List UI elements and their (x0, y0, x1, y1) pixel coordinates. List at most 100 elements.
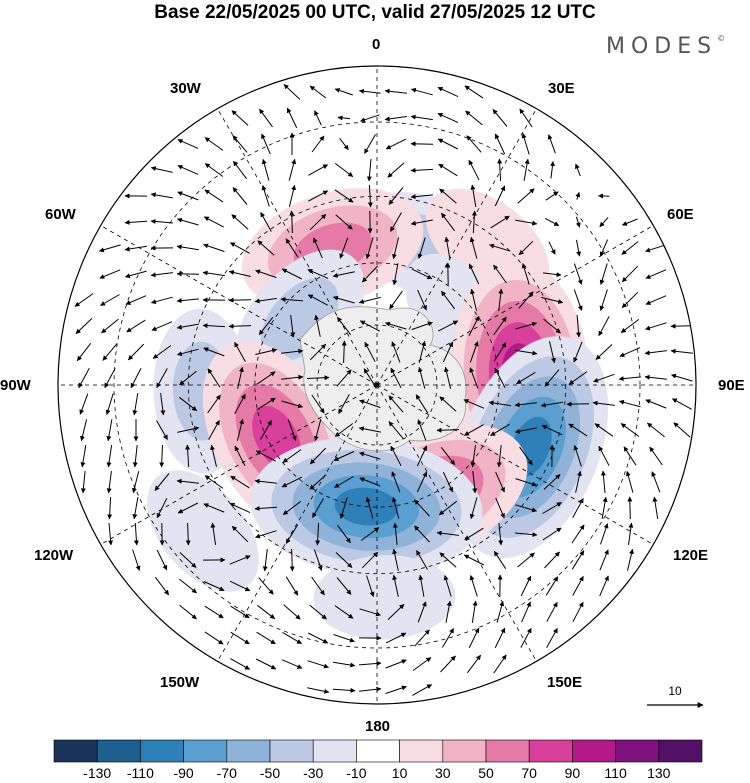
wind-vector (412, 657, 432, 671)
wind-vector (437, 320, 459, 332)
wind-vector (647, 422, 665, 438)
wind-vector (416, 445, 428, 467)
wind-vector (152, 345, 172, 359)
wind-vector (359, 608, 381, 617)
wind-vector (437, 138, 459, 150)
wind-vector (132, 497, 139, 520)
wind-vector (618, 376, 641, 382)
wind-vector (281, 374, 304, 380)
wind-vector (75, 318, 93, 334)
wind-vector (568, 371, 588, 385)
wind-vector (417, 289, 427, 311)
wind-vector (309, 604, 327, 620)
wind-vector (159, 444, 165, 468)
wind-vector (207, 368, 221, 388)
wind-vector (493, 316, 507, 336)
wind-vector (202, 323, 226, 329)
lon-label-30e: 30E (548, 80, 575, 97)
wind-vector (360, 114, 380, 123)
wind-vector (179, 370, 197, 386)
wind-vector (442, 471, 454, 493)
wind-vector (466, 654, 482, 674)
wind-vector (156, 420, 168, 440)
wind-vector (281, 476, 303, 488)
wind-vector (334, 88, 353, 96)
wind-vector (628, 522, 634, 545)
colorbar-segment (658, 739, 703, 763)
wind-vector (414, 499, 430, 517)
wind-vector (308, 164, 329, 176)
colorbar-segment (399, 739, 444, 763)
wind-vector (254, 505, 278, 511)
colorbar-segment (53, 739, 98, 763)
wind-vector (337, 115, 351, 121)
wind-vector (496, 445, 502, 468)
wind-vector (627, 548, 634, 571)
wind-vector (438, 500, 458, 516)
wind-vector (288, 158, 297, 181)
anomaly-contour-a13 (147, 470, 259, 592)
wind-vector (493, 264, 507, 284)
wind-vector (517, 552, 535, 568)
colorbar-segment (572, 739, 616, 763)
wind-vector (418, 340, 427, 363)
wind-vector (99, 269, 121, 279)
wind-vector (154, 576, 170, 596)
meridian-line (217, 108, 378, 386)
wind-vector (359, 477, 381, 487)
wind-vector (338, 394, 350, 415)
wind-vector (333, 451, 355, 461)
lon-label-180: 180 (365, 718, 391, 735)
wind-vector (593, 373, 615, 383)
wind-vector (358, 88, 381, 94)
wind-vector (176, 244, 199, 251)
wind-vector (391, 496, 400, 519)
wind-vector (599, 216, 609, 228)
wind-vector (80, 419, 88, 442)
wind-vector (494, 627, 506, 649)
wind-vector (417, 237, 426, 259)
meridian-line (217, 384, 378, 662)
colorbar-tick-label: 90 (564, 765, 581, 781)
wind-vector (285, 576, 299, 596)
wind-vector (410, 167, 434, 173)
wind-vector (544, 551, 560, 569)
wind-vector (575, 470, 582, 493)
wind-vector (493, 342, 507, 362)
wind-vector (176, 323, 199, 330)
wind-vector (363, 368, 377, 388)
wind-vector (436, 427, 460, 433)
wind-vector (410, 219, 433, 226)
wind-vector (620, 423, 640, 437)
wind-vector (307, 687, 330, 694)
wind-vector (463, 399, 485, 409)
wind-vector (465, 110, 483, 126)
wind-vector (645, 295, 667, 305)
wind-vector (550, 161, 556, 179)
wind-vector (260, 420, 272, 440)
wind-vector (337, 524, 351, 544)
colorbar-tick-label: 10 (391, 765, 408, 781)
wind-vector (231, 525, 249, 543)
wind-vector (150, 218, 174, 224)
wind-vector (469, 236, 478, 259)
wind-vector (442, 341, 454, 363)
wind-vector (290, 315, 296, 338)
wind-vector (519, 446, 533, 466)
wind-vector (234, 341, 246, 362)
wind-vector (179, 552, 197, 568)
wind-vector (599, 575, 609, 597)
wind-vector (573, 289, 583, 311)
wind-vector (490, 423, 510, 437)
wind-vector (514, 427, 537, 434)
wind-vector (542, 527, 562, 541)
wind-vector (258, 316, 274, 336)
wind-vector (334, 476, 354, 488)
wind-vector (334, 162, 354, 178)
wind-vector (545, 576, 559, 596)
wind-vector (385, 138, 407, 150)
wind-vector (307, 660, 329, 669)
wind-vector (334, 189, 354, 203)
wind-vector (575, 216, 581, 228)
